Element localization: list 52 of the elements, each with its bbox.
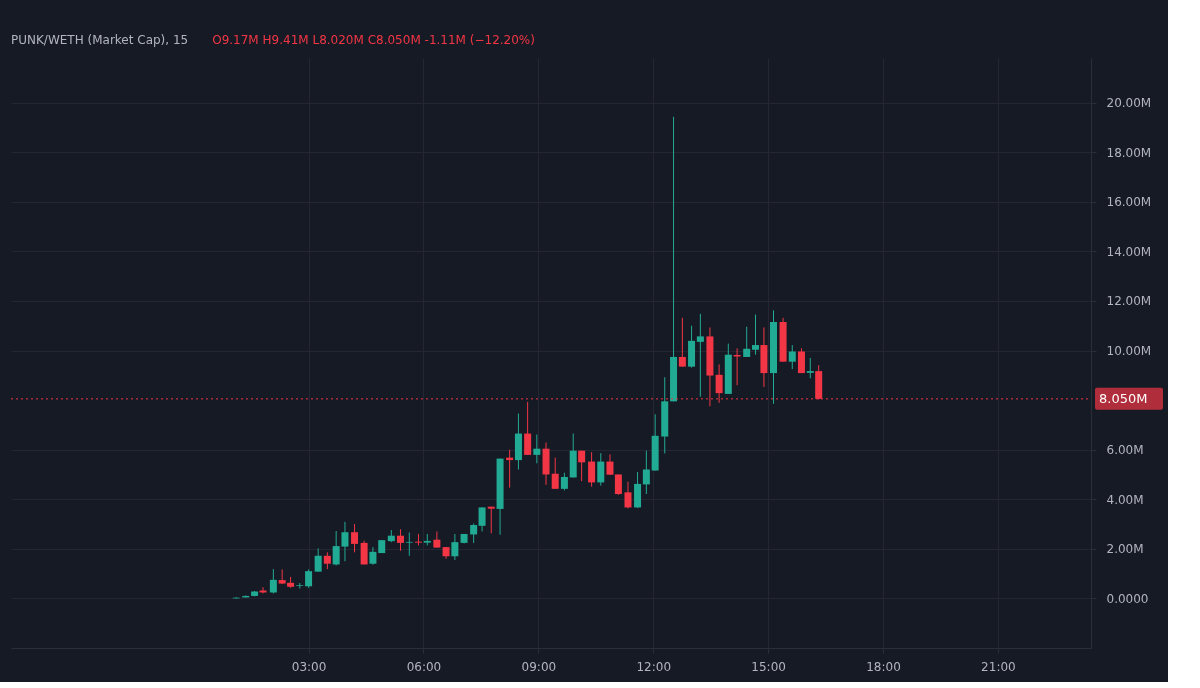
x-tick-label: 03:00 — [291, 659, 327, 674]
candlestick — [433, 530, 441, 549]
y-tick-label: 2.00M — [1106, 542, 1144, 557]
candlestick — [296, 582, 304, 589]
candlestick — [752, 314, 759, 356]
y-tick-label: 14.00M — [1106, 244, 1152, 259]
candlestick — [578, 450, 586, 482]
candlestick — [405, 531, 413, 557]
x-tick-label: 15:00 — [751, 659, 786, 674]
candlestick — [642, 450, 650, 495]
candlestick — [634, 471, 642, 509]
candlestick — [614, 473, 622, 496]
candlestick — [678, 317, 686, 368]
y-tick-label: 10.00M — [1106, 344, 1152, 359]
candlestick — [524, 401, 532, 456]
candlestick — [451, 533, 459, 561]
candlestick — [533, 434, 541, 464]
candlestick — [478, 506, 486, 532]
chart-title: PUNK/WETH (Market Cap), 15 — [11, 33, 189, 47]
y-tick-label: 20.00M — [1106, 96, 1152, 111]
candlestick — [305, 568, 313, 589]
x-tick-label: 21:00 — [981, 659, 1016, 674]
candlestick — [269, 568, 277, 594]
candlestick — [314, 547, 322, 573]
ref-line-label: 8.050M — [1099, 390, 1148, 406]
candlestick — [588, 451, 596, 488]
candlestick — [414, 533, 422, 546]
x-tick-label: 06:00 — [406, 659, 442, 674]
y-tick-label: 12.00M — [1106, 294, 1152, 309]
y-tick-label: 4.00M — [1106, 492, 1144, 507]
candlestick — [470, 523, 478, 544]
candlestick — [797, 347, 805, 374]
candlestick — [788, 344, 796, 370]
y-tick-label: 18.00M — [1106, 145, 1152, 160]
candlestick — [551, 457, 559, 490]
x-tick-label: 18:00 — [866, 659, 901, 674]
candlestick — [351, 523, 359, 553]
y-tick-label: 6.00M — [1106, 443, 1144, 458]
candlestick — [743, 326, 751, 358]
x-tick-label: 09:00 — [521, 659, 557, 674]
y-tick-label: 0.0000 — [1106, 591, 1149, 606]
candlestick — [487, 506, 495, 534]
candlestick — [606, 453, 614, 476]
x-tick-label: 12:00 — [636, 659, 672, 674]
y-tick-label: 16.00M — [1106, 195, 1152, 210]
candlestick — [624, 481, 632, 509]
candlestick — [259, 586, 267, 594]
candlestick — [696, 313, 704, 398]
chart-subtitle: O9.17M H9.41M L8.020M C8.050M -1.11M (−12.20%) — [212, 33, 535, 47]
candlestick — [397, 528, 404, 552]
candlestick — [597, 452, 605, 487]
candlestick — [806, 357, 814, 379]
